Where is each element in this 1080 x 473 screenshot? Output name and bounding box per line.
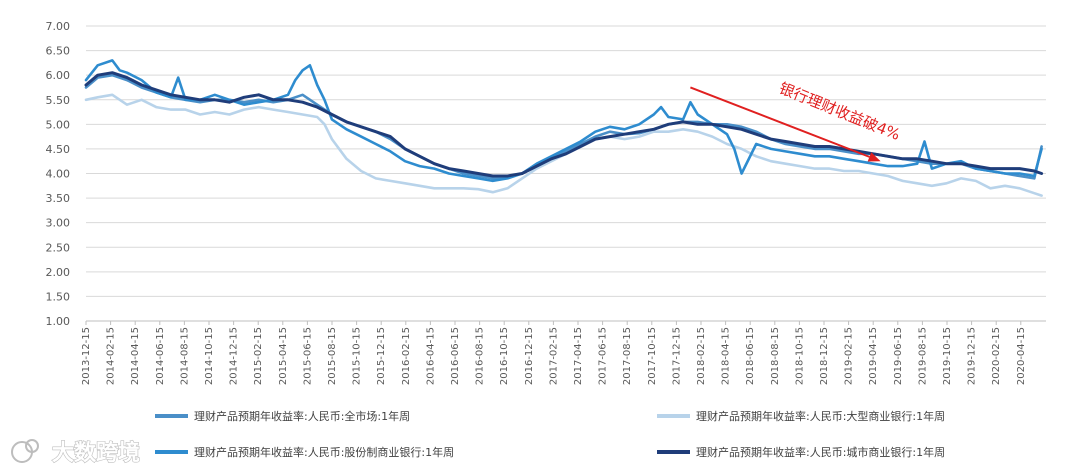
y-tick-label: 2.50 — [46, 241, 71, 254]
x-tick-label: 2017-10-15 — [647, 327, 658, 385]
annotation-arrow — [690, 86, 870, 158]
watermark-logo-icon — [25, 439, 39, 453]
x-tick-label: 2014-10-15 — [204, 327, 215, 385]
y-tick-label: 6.00 — [46, 69, 71, 82]
y-tick-label: 3.00 — [46, 217, 71, 230]
y-tick-label: 4.50 — [46, 143, 71, 156]
x-tick-label: 2014-02-15 — [106, 327, 117, 385]
x-tick-label: 2014-08-15 — [179, 327, 190, 385]
legend-item: 理财产品预期年收益率:人民币:股份制商业银行:1年周 — [155, 445, 454, 459]
x-tick-label: 2019-06-15 — [893, 327, 904, 385]
legend-label: 理财产品预期年收益率:人民币:大型商业银行:1年周 — [696, 409, 945, 423]
x-tick-label: 2016-04-15 — [425, 327, 436, 385]
y-tick-label: 1.00 — [46, 315, 71, 328]
y-tick-label: 5.00 — [46, 118, 71, 131]
series-lines — [84, 59, 1044, 197]
x-tick-label: 2015-12-15 — [376, 327, 387, 385]
legend-item: 理财产品预期年收益率:人民币:城市商业银行:1年周 — [657, 445, 945, 459]
annotation-arrowhead — [867, 152, 881, 162]
y-tick-label: 4.00 — [46, 168, 71, 181]
x-tick-label: 2015-08-15 — [327, 327, 338, 385]
series-line — [84, 93, 1043, 197]
y-tick-label: 5.50 — [46, 94, 71, 107]
x-axis-ticks: 2013-12-15 2014-02-15 2014-04-15 2014-06-15… — [81, 321, 1027, 385]
x-tick-label: 2017-12-15 — [671, 327, 682, 385]
series-line — [84, 59, 1043, 183]
x-tick-label: 2018-12-15 — [819, 327, 830, 385]
x-tick-label: 2019-02-15 — [844, 327, 855, 385]
y-tick-label: 6.50 — [46, 45, 71, 58]
x-tick-label: 2015-10-15 — [352, 327, 363, 385]
x-tick-label: 2017-02-15 — [548, 327, 559, 385]
x-tick-label: 2015-02-15 — [253, 327, 264, 385]
y-axis-ticks: 1.00 1.50 2.00 2.50 3.00 3.50 4.00 4.50 5.00 5.50… — [46, 20, 71, 328]
series-line — [84, 71, 1044, 178]
legend-label: 理财产品预期年收益率:人民币:全市场:1年周 — [194, 409, 410, 423]
x-tick-label: 2016-08-15 — [475, 327, 486, 385]
legend-label: 理财产品预期年收益率:人民币:城市商业银行:1年周 — [696, 445, 945, 459]
annotation-text: 银行理财收益破4% — [777, 79, 903, 144]
x-tick-label: 2013-12-15 — [81, 327, 92, 385]
x-tick-label: 2018-10-15 — [794, 327, 805, 385]
x-tick-label: 2017-04-15 — [573, 327, 584, 385]
x-tick-label: 2018-02-15 — [696, 327, 707, 385]
x-tick-label: 2014-04-15 — [130, 327, 141, 385]
x-tick-label: 2018-04-15 — [721, 327, 732, 385]
watermark-text: 大数跨境 — [52, 440, 140, 466]
legend-item: 理财产品预期年收益率:人民币:全市场:1年周 — [155, 409, 410, 423]
x-tick-label: 2016-02-15 — [401, 327, 412, 385]
x-tick-label: 2016-12-15 — [524, 327, 535, 385]
x-tick-label: 2019-04-15 — [868, 327, 879, 385]
legend-label: 理财产品预期年收益率:人民币:股份制商业银行:1年周 — [194, 445, 454, 459]
x-tick-label: 2019-08-15 — [917, 327, 928, 385]
x-tick-label: 2015-04-15 — [278, 327, 289, 385]
y-tick-label: 3.50 — [46, 192, 71, 205]
x-tick-label: 2016-10-15 — [499, 327, 510, 385]
legend: 理财产品预期年收益率:人民币:全市场:1年周 理财产品预期年收益率:人民币:大型… — [155, 409, 945, 459]
x-tick-label: 2017-08-15 — [622, 327, 633, 385]
x-tick-label: 2019-10-15 — [942, 327, 953, 385]
x-tick-label: 2020-02-15 — [991, 327, 1002, 385]
x-tick-label: 2015-06-15 — [302, 327, 313, 385]
x-tick-label: 2014-06-15 — [155, 327, 166, 385]
x-tick-label: 2018-08-15 — [770, 327, 781, 385]
y-tick-label: 2.00 — [46, 266, 71, 279]
x-tick-label: 2019-12-15 — [967, 327, 978, 385]
x-tick-label: 2016-06-15 — [450, 327, 461, 385]
y-tick-label: 7.00 — [46, 20, 71, 33]
x-tick-label: 2017-06-15 — [598, 327, 609, 385]
x-tick-label: 2018-06-15 — [745, 327, 756, 385]
y-tick-label: 1.50 — [46, 290, 71, 303]
x-tick-label: 2014-12-15 — [229, 327, 240, 385]
legend-item: 理财产品预期年收益率:人民币:大型商业银行:1年周 — [657, 409, 945, 423]
grid-lines — [86, 25, 1046, 322]
watermark: 大数跨境 — [11, 439, 141, 467]
x-tick-label: 2020-04-15 — [1016, 327, 1027, 385]
